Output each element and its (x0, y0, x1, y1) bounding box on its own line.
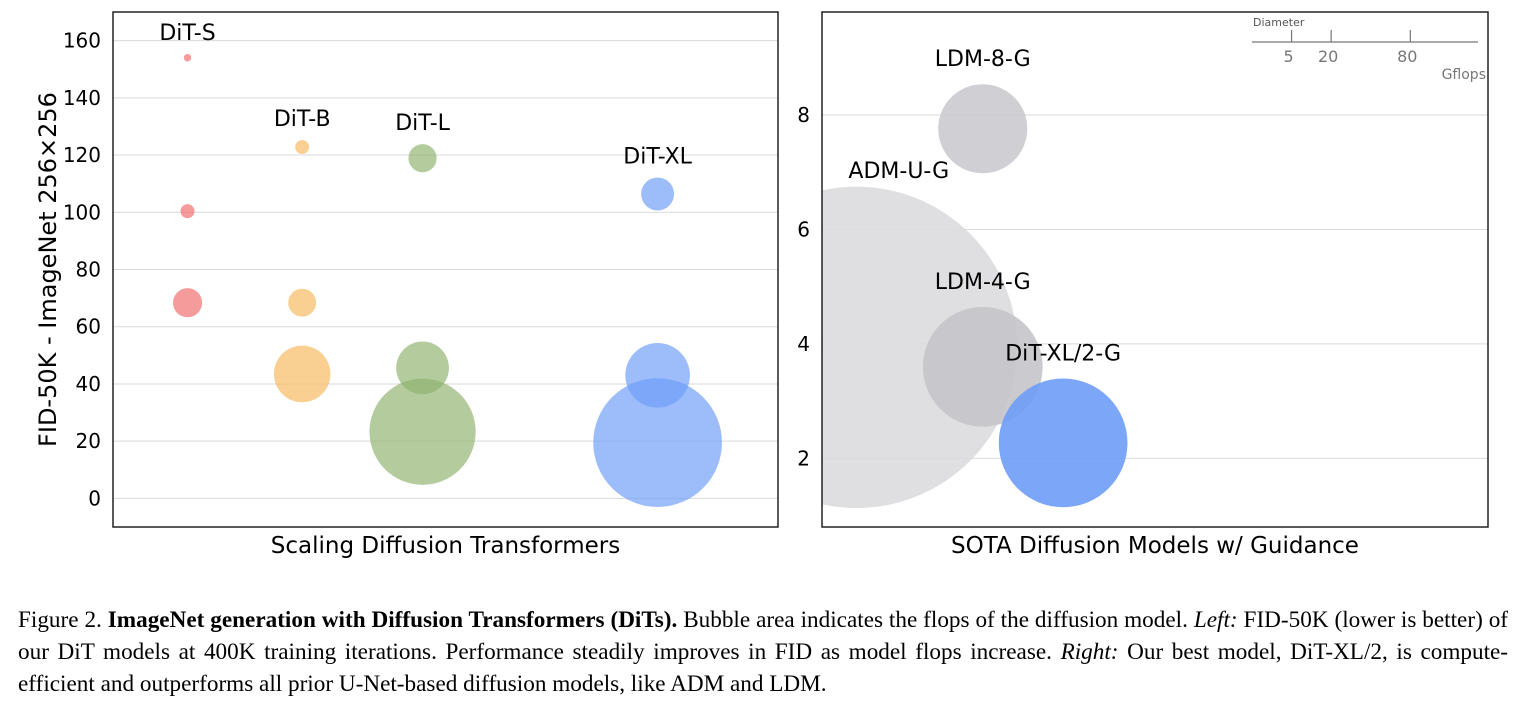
y-tick-label: 100 (63, 200, 101, 224)
y-tick-label: 20 (76, 429, 101, 453)
series-label: LDM-4-G (935, 270, 1031, 295)
y-tick-label: 4 (797, 332, 810, 356)
series-label: DiT-S (159, 21, 215, 46)
size-legend: Diameter52080320Gflops (1252, 16, 1486, 83)
bubble-dit-l (408, 144, 437, 173)
bubble-dit-xl-2-g (998, 378, 1128, 508)
size-legend-value: 80 (1397, 47, 1417, 66)
bubble-dit-b (273, 345, 331, 403)
series-label: ADM-U-G (848, 159, 949, 184)
y-tick-label: 160 (63, 29, 101, 53)
caption-left-label: Left: (1193, 607, 1238, 633)
y-axis-label: FID-50K - ImageNet 256×256 (34, 92, 62, 447)
bubble-dit-b (288, 288, 317, 317)
plot-frame (821, 11, 1489, 528)
y-tick-label: 60 (76, 315, 101, 339)
series-label: DiT-B (274, 107, 331, 132)
bubble-ldm-4-g (922, 306, 1043, 427)
caption-text-2: FID-50K (lower is better) of our DiT mod… (18, 607, 1509, 665)
series-label: LDM-8-G (935, 47, 1031, 72)
size-legend-unit: Gflops (1442, 67, 1486, 83)
series-label: DiT-L (395, 111, 450, 136)
figure-caption: Figure 2. ImageNet generation with Diffu… (18, 604, 1508, 700)
size-legend-value: 20 (1318, 47, 1338, 66)
y-tick-label: 2 (797, 446, 810, 470)
bubble-dit-b (295, 140, 310, 155)
y-tick-label: 8 (797, 103, 810, 127)
bubble-adm-u-g (822, 186, 1018, 508)
size-legend-title: Diameter (1253, 16, 1305, 29)
y-tick-label: 120 (63, 143, 101, 167)
bubble-dit-s (183, 54, 192, 62)
plot-frame (112, 11, 779, 528)
left-chart: 0 20 40 60 80 100 120 140 160 DiT-S DiT-B DiT-L DiT-… (34, 11, 779, 559)
y-tick-label: 80 (76, 258, 101, 282)
caption-text-1: Bubble area indicates the flops of the d… (683, 607, 1188, 633)
y-tick-label: 40 (76, 372, 101, 396)
caption-figure-number: Figure 2. (18, 607, 102, 633)
bubble-layer (172, 54, 722, 507)
series-label: DiT-XL (623, 144, 692, 169)
bubble-dit-xl (641, 177, 675, 211)
bubble-ldm-8-g (938, 84, 1028, 174)
series-label: DiT-XL/2-G (1005, 342, 1121, 367)
bubble-dit-l (369, 378, 476, 485)
y-tick-label: 6 (797, 217, 810, 241)
x-axis-label: Scaling Diffusion Transformers (271, 533, 620, 559)
caption-title: ImageNet generation with Diffusion Trans… (107, 607, 678, 633)
y-tick-label: 0 (88, 486, 101, 510)
figure-canvas: 0 20 40 60 80 100 120 140 160 DiT-S DiT-B DiT-L DiT-… (34, 11, 1489, 559)
caption-text-3: Our best model, DiT-XL/2, is compute-eff… (18, 639, 1509, 697)
bubble-dit-s (172, 288, 203, 318)
bubble-dit-xl (593, 378, 722, 507)
right-chart: 2 4 6 8 ADM-U-G LDM-8-G LDM-4-G DiT-XL/2-G SOTA … (797, 11, 1489, 559)
bubble-dit-s (180, 204, 195, 219)
size-legend-value: 5 (1283, 47, 1293, 66)
bubble-layer (822, 84, 1128, 508)
x-axis-label: SOTA Diffusion Models w/ Guidance (951, 533, 1359, 559)
caption-right-label: Right: (1060, 639, 1119, 665)
y-tick-label: 140 (63, 86, 101, 110)
